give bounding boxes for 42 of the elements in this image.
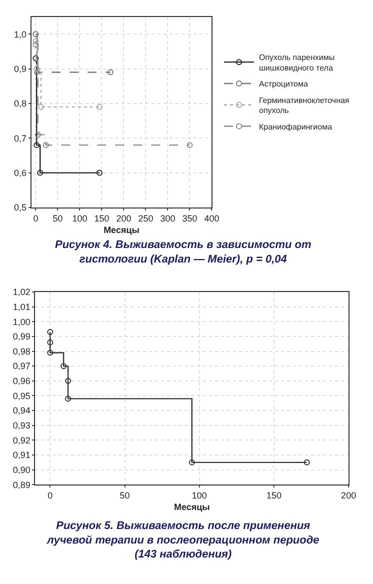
y-tick-label: 0,5 [14, 202, 27, 213]
x-tick-label: 0 [48, 490, 53, 500]
x-axis-title: Месяцы [104, 225, 140, 236]
y-tick-label: 1,02 [12, 287, 30, 298]
legend-label: Опухоль паренхимы шишковидного тела [259, 53, 335, 72]
y-tick-label: 0,9 [14, 64, 27, 74]
y-tick-label: 1,01 [12, 302, 30, 312]
legend-label: Краниофарингиома [259, 122, 333, 132]
legend-label: Астроцитома [259, 80, 308, 89]
x-tick-label: 200 [341, 490, 356, 500]
y-tick-label: 0,92 [12, 435, 30, 446]
x-tick-label: 50 [52, 213, 63, 224]
x-tick-label: 0 [33, 213, 38, 224]
x-tick-label: 200 [116, 213, 132, 224]
y-tick-label: 0,95 [12, 390, 30, 401]
y-tick-label: 0,90 [12, 464, 30, 475]
x-tick-label: 400 [204, 213, 220, 224]
x-tick-label: 100 [72, 213, 88, 224]
y-tick-label: 0,94 [12, 406, 30, 416]
y-tick-label: 0,8 [14, 98, 27, 109]
y-tick-label: 0,6 [14, 168, 27, 178]
legend-label: Герминативноклеточная опухоль [259, 96, 350, 116]
x-tick-label: 50 [120, 490, 130, 500]
x-tick-label: 300 [160, 213, 176, 224]
y-tick-label: 0,99 [12, 332, 30, 342]
x-tick-label: 100 [192, 490, 207, 500]
x-tick-label: 150 [266, 490, 282, 500]
y-tick-label: 0,7 [14, 133, 27, 144]
x-tick-label: 250 [138, 213, 154, 224]
x-axis-title: Месяцы [174, 502, 210, 512]
x-tick-label: 150 [94, 213, 110, 224]
y-tick-label: 0,97 [12, 361, 30, 372]
y-tick-label: 0,98 [12, 346, 30, 356]
y-tick-label: 1,0 [14, 29, 27, 40]
y-tick-label: 0,91 [12, 450, 30, 460]
y-tick-label: 0,96 [12, 376, 30, 386]
y-tick-label: 0,93 [12, 420, 30, 431]
y-tick-label: 0,89 [12, 480, 30, 490]
text: Рисунок 5. Выживаемость после применения лучевой терапии в послеоперационном периоде (143 наблюдения) [46, 520, 320, 561]
text: Рисунок 4. Выживаемость в зависимости от гистологии (Kaplan — Meier), p = 0,04 [55, 239, 312, 266]
y-tick-label: 1,00 [12, 316, 30, 327]
x-tick-label: 350 [182, 213, 198, 224]
